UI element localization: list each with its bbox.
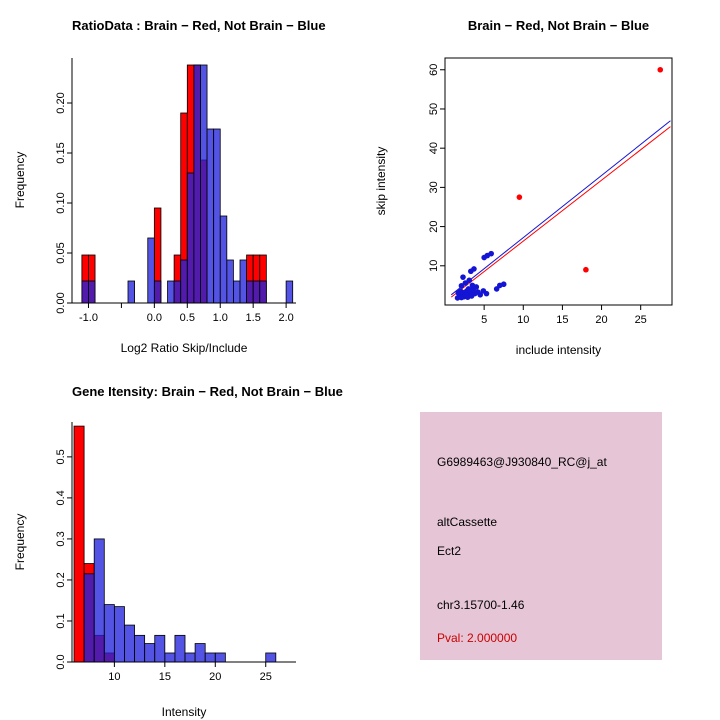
svg-text:15: 15: [159, 671, 171, 683]
ratio-histogram-plot: -1.0 0.0 0.5 1.0 1.5 2.0 0.00 0.05 0.10 0.15 0.20: [55, 58, 296, 324]
svg-text:30: 30: [428, 181, 440, 193]
svg-text:-1.0: -1.0: [79, 312, 98, 324]
intensity-scatter-panel: Brain − Red, Not Brain − Blue 5 10 15 20 25 1…: [360, 0, 720, 360]
svg-text:20: 20: [209, 671, 221, 683]
svg-text:0.0: 0.0: [55, 654, 67, 669]
svg-text:10: 10: [517, 314, 529, 326]
ratio-histogram-title: RatioData : Brain − Red, Not Brain − Blu…: [72, 18, 326, 33]
svg-text:10: 10: [108, 671, 120, 683]
svg-text:0.00: 0.00: [55, 292, 67, 313]
intensity-scatter-xlabel: include intensity: [515, 343, 602, 357]
splice-type-text: altCassette: [437, 515, 498, 529]
intensity-scatter-title: Brain − Red, Not Brain − Blue: [467, 18, 650, 33]
gene-info-box: G6989463@J930840_RC@j_at altCassette Ect…: [420, 412, 662, 660]
svg-text:0.5: 0.5: [55, 449, 67, 464]
svg-text:2.0: 2.0: [278, 312, 293, 324]
svg-text:0.10: 0.10: [55, 192, 67, 213]
svg-text:0.5: 0.5: [180, 312, 195, 324]
svg-text:0.05: 0.05: [55, 242, 67, 263]
gene-intensity-histogram-panel: Gene Itensity: Brain − Red, Not Brain − …: [0, 360, 360, 720]
ratio-histogram-panel: RatioData : Brain − Red, Not Brain − Blu…: [0, 0, 360, 360]
intensity-scatter-plot: 5 10 15 20 25 10 20 30 40 50 60: [428, 57, 673, 326]
probe-id-text: G6989463@J930840_RC@j_at: [437, 455, 607, 469]
svg-text:0.2: 0.2: [55, 572, 67, 587]
ratio-histogram-xlabel: Log2 Ratio Skip/Include: [120, 341, 248, 355]
gene-intensity-histogram-plot: 10 15 20 25 0.0 0.1 0.2 0.3 0.4 0.5: [55, 422, 296, 683]
svg-text:0.15: 0.15: [55, 142, 67, 163]
svg-text:0.1: 0.1: [55, 613, 67, 628]
locus-text: chr3.15700-1.46: [437, 598, 525, 612]
intensity-scatter-ylabel: skip intensity: [374, 146, 388, 216]
svg-text:10: 10: [428, 260, 440, 272]
svg-text:15: 15: [556, 314, 568, 326]
svg-text:0.0: 0.0: [147, 312, 162, 324]
svg-text:1.5: 1.5: [246, 312, 261, 324]
gene-intensity-histogram-ylabel: Frequency: [13, 513, 27, 571]
svg-text:20: 20: [595, 314, 607, 326]
gene-intensity-histogram-title: Gene Itensity: Brain − Red, Not Brain − …: [72, 384, 343, 399]
svg-text:25: 25: [260, 671, 272, 683]
svg-text:0.3: 0.3: [55, 531, 67, 546]
ratio-histogram-ylabel: Frequency: [13, 151, 27, 209]
svg-text:40: 40: [428, 142, 440, 154]
svg-text:50: 50: [428, 103, 440, 115]
svg-text:1.0: 1.0: [213, 312, 228, 324]
svg-text:20: 20: [428, 220, 440, 232]
svg-text:25: 25: [635, 314, 647, 326]
svg-text:60: 60: [428, 64, 440, 76]
svg-text:0.20: 0.20: [55, 92, 67, 113]
gene-name-text: Ect2: [437, 544, 462, 558]
svg-text:5: 5: [481, 314, 487, 326]
svg-text:0.4: 0.4: [55, 490, 67, 505]
gene-info-panel: G6989463@J930840_RC@j_at altCassette Ect…: [360, 360, 720, 720]
pval-text: Pval: 2.000000: [437, 631, 518, 645]
gene-intensity-histogram-xlabel: Intensity: [161, 705, 207, 719]
